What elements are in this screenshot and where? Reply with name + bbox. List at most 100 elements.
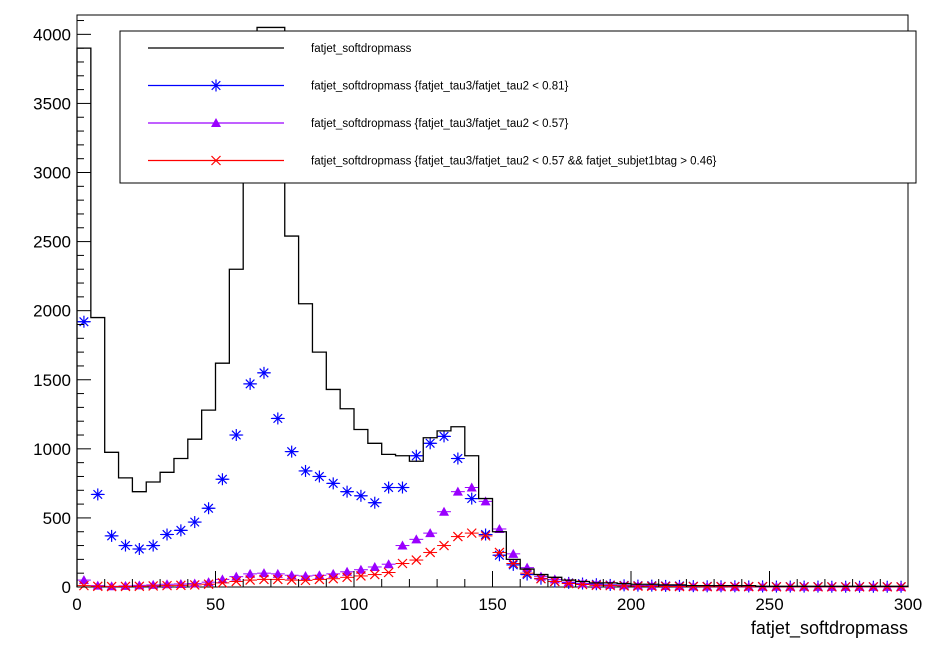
data-point	[175, 580, 186, 591]
data-point	[203, 503, 214, 513]
data-point	[328, 478, 338, 489]
y-tick-label: 3000	[33, 164, 71, 183]
x-tick-label: 250	[755, 595, 783, 614]
data-point	[466, 482, 477, 492]
data-point	[605, 579, 616, 589]
data-point	[508, 560, 518, 570]
data-point	[356, 571, 366, 581]
data-point	[217, 577, 228, 588]
series-layer	[76, 26, 909, 593]
legend: fatjet_softdropmass fatjet_softdropmass {…	[119, 30, 917, 184]
legend-label: fatjet_softdropmass {fatjet_tau3/fatjet_…	[311, 156, 717, 168]
data-point	[522, 569, 532, 580]
data-point	[314, 471, 325, 482]
legend-label: fatjet_softdropmass	[311, 43, 412, 55]
data-point	[425, 438, 435, 449]
x-tick-label: 200	[617, 595, 645, 614]
legend-entry: fatjet_softdropmass	[148, 43, 412, 55]
data-point	[286, 575, 297, 586]
data-point	[619, 580, 629, 591]
data-point	[383, 482, 394, 493]
data-point	[314, 574, 325, 585]
data-point	[480, 529, 491, 540]
data-point	[300, 575, 311, 586]
data-point	[134, 581, 145, 592]
data-point	[355, 564, 366, 574]
data-point	[258, 568, 269, 578]
data-point	[439, 431, 449, 442]
data-point	[549, 576, 560, 587]
data-point	[453, 453, 463, 464]
x-tick-label: 0	[72, 595, 81, 614]
data-point	[342, 566, 353, 576]
legend-marker	[211, 80, 221, 91]
data-point	[217, 474, 228, 484]
data-point	[93, 489, 103, 500]
data-point	[729, 581, 740, 592]
data-point	[494, 523, 505, 533]
legend-label: fatjet_softdropmass {fatjet_tau3/fatjet_…	[311, 118, 568, 130]
data-point	[577, 578, 588, 588]
data-point	[397, 558, 408, 569]
data-point	[342, 572, 352, 583]
data-point	[452, 531, 463, 542]
legend-entry: fatjet_softdropmass {fatjet_tau3/fatjet_…	[148, 79, 568, 93]
x-tick-label: 50	[206, 595, 225, 614]
data-point	[134, 580, 145, 590]
data-point	[397, 540, 408, 550]
legend-marker	[211, 155, 221, 166]
y-tick-label: 4000	[33, 25, 71, 44]
y-tick-label: 500	[43, 509, 71, 528]
data-point	[120, 581, 131, 592]
legend-entry: fatjet_softdropmass {fatjet_tau3/fatjet_…	[148, 156, 717, 168]
x-tick-label: 150	[478, 595, 506, 614]
data-point	[411, 534, 422, 544]
data-point	[370, 497, 380, 508]
y-tick-label: 3500	[33, 94, 71, 113]
data-point	[356, 491, 366, 501]
series-step-line	[76, 26, 909, 587]
data-point	[480, 496, 491, 506]
data-point	[78, 575, 89, 585]
data-point	[203, 579, 214, 590]
data-point	[148, 579, 159, 589]
data-point	[259, 368, 269, 378]
y-tick-label: 2500	[33, 233, 71, 252]
data-point	[632, 580, 643, 590]
data-point	[411, 555, 422, 565]
data-point	[425, 547, 436, 558]
data-point	[591, 579, 602, 589]
data-point	[245, 575, 256, 586]
data-point	[452, 486, 463, 496]
data-point	[92, 580, 103, 590]
data-point	[231, 430, 241, 440]
y-tick-label: 2000	[33, 302, 71, 321]
series-0	[76, 26, 909, 587]
data-point	[259, 574, 269, 585]
data-point	[273, 413, 283, 424]
data-point	[245, 568, 256, 578]
data-point	[369, 569, 380, 580]
data-point	[106, 531, 117, 541]
x-tick-label: 300	[894, 595, 922, 614]
data-point	[702, 581, 713, 592]
data-point	[646, 581, 657, 592]
data-point	[162, 580, 172, 591]
legend-entries: fatjet_softdropmass fatjet_softdropmass {…	[148, 43, 717, 168]
data-point	[120, 580, 131, 590]
data-point	[508, 548, 519, 558]
data-point	[342, 486, 352, 497]
data-point	[369, 561, 380, 571]
data-point	[79, 580, 89, 591]
data-point	[148, 540, 158, 551]
data-point	[619, 580, 630, 590]
legend-marker	[211, 118, 221, 127]
y-tick-label: 1000	[33, 440, 71, 459]
data-point	[646, 580, 657, 590]
data-point	[300, 466, 311, 476]
data-point	[660, 581, 671, 592]
x-axis-title: fatjet_softdropmass	[751, 618, 908, 639]
data-point	[508, 558, 519, 569]
data-point	[231, 576, 242, 587]
